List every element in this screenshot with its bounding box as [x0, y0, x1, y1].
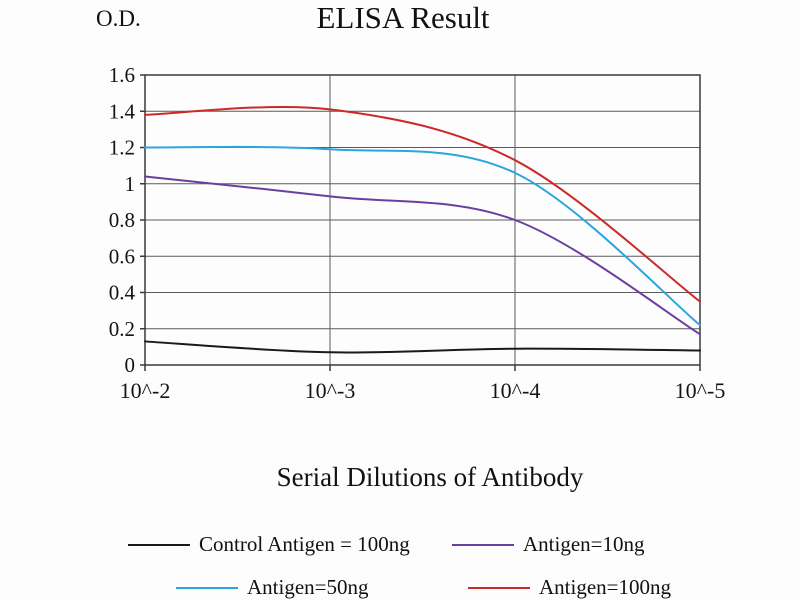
- y-tick-label: 0.8: [109, 208, 135, 232]
- legend-item-antigen-10ng: Antigen=10ng: [452, 532, 645, 557]
- y-tick-label: 0.2: [109, 317, 135, 341]
- chart-title: ELISA Result: [316, 0, 490, 35]
- legend-label: Antigen=10ng: [523, 532, 645, 556]
- legend-line-sample-blue: [176, 586, 238, 589]
- series-line-0: [144, 340, 701, 354]
- series-line-1: [144, 175, 701, 336]
- legend-item-control-antigen-100ng: Control Antigen = 100ng: [128, 532, 410, 557]
- x-tick-label: 10^-3: [305, 378, 356, 403]
- legend-line-sample-red: [468, 586, 530, 589]
- legend-item-antigen-50ng: Antigen=50ng: [176, 575, 369, 600]
- y-tick-label: 1.6: [109, 63, 135, 87]
- legend-label: Antigen=100ng: [539, 575, 671, 599]
- series-line-2: [144, 145, 701, 327]
- y-tick-label: 1.4: [109, 99, 136, 123]
- y-tick-label: 1.2: [109, 136, 135, 160]
- y-tick-label: 0.4: [109, 281, 136, 305]
- x-tick-label: 10^-2: [120, 378, 171, 403]
- x-axis-title: Serial Dilutions of Antibody: [276, 462, 584, 492]
- x-tick-label: 10^-4: [490, 378, 541, 403]
- y-axis-title: O.D.: [96, 6, 141, 31]
- y-tick-label: 0: [125, 353, 136, 377]
- legend-line-sample-purple: [452, 543, 514, 546]
- x-tick-label: 10^-5: [675, 378, 726, 403]
- plot-border: [144, 74, 701, 366]
- legend-label: Antigen=50ng: [247, 575, 369, 599]
- y-tick-label: 1: [125, 172, 136, 196]
- legend-label: Control Antigen = 100ng: [199, 532, 410, 556]
- y-tick-label: 0.6: [109, 244, 135, 268]
- series-line-3: [144, 105, 701, 303]
- legend-line-sample-black: [128, 543, 190, 546]
- legend-item-antigen-100ng: Antigen=100ng: [468, 575, 671, 600]
